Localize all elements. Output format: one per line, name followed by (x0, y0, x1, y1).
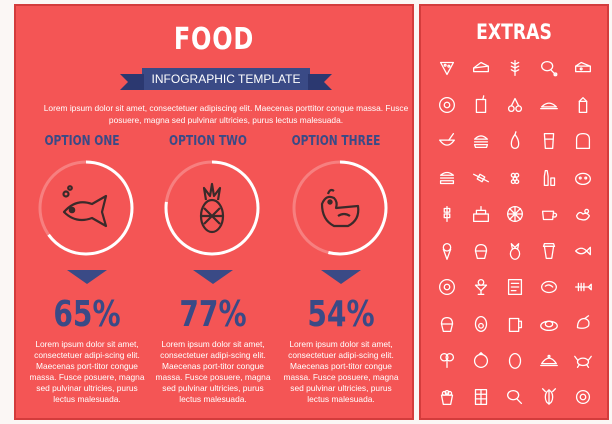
lobster-icon (535, 379, 563, 416)
pig-icon (569, 160, 597, 197)
cheese-icon (569, 50, 597, 87)
panel-divider (415, 4, 419, 420)
crab-icon (569, 342, 597, 379)
milk-carton-icon (569, 87, 597, 124)
extras-panel: EXTRAS (419, 4, 609, 420)
pizza-slice-icon (433, 50, 461, 87)
progress-ring (292, 160, 388, 256)
option-label: OPTION THREE (291, 134, 381, 149)
main-panel: FOOD INFOGRAPHIC TEMPLATE Lorem ipsum do… (14, 4, 414, 420)
percent-value: 77% (179, 294, 247, 335)
cake-slice-icon (467, 50, 495, 87)
fish-icon (569, 233, 597, 270)
option-two: OPTION TWO 77% Lorem ipsum dolor sit ame… (148, 134, 271, 404)
option-description: Lorem ipsum dolor sit amet, consectetuer… (283, 339, 399, 404)
percent-value: 65% (53, 294, 121, 335)
cherries-icon (501, 87, 529, 124)
donut-icon (433, 269, 461, 306)
popcorn-icon (433, 379, 461, 416)
pointer-triangle (193, 270, 233, 284)
broccoli-icon (433, 342, 461, 379)
option-description: Lorem ipsum dolor sit amet, consectetuer… (29, 339, 145, 404)
sandwich-icon (433, 160, 461, 197)
extras-title: EXTRAS (476, 20, 552, 44)
avocado-icon (467, 306, 495, 343)
option-three: OPTION THREE 54% Lorem ipsum dolor sit a… (276, 134, 399, 404)
menu-card-icon (501, 269, 529, 306)
orange-slice-icon (501, 196, 529, 233)
drumstick-icon (535, 50, 563, 87)
bottles-icon (535, 160, 563, 197)
takeaway-cup-icon (535, 233, 563, 270)
pineapple-icon (501, 233, 529, 270)
muffin-icon (433, 306, 461, 343)
chicken-icon (320, 188, 360, 228)
pointer-triangle (67, 270, 107, 284)
roast-chicken-icon (535, 87, 563, 124)
option-description: Lorem ipsum dolor sit amet, consectetuer… (155, 339, 271, 404)
chocolate-bar-icon (467, 379, 495, 416)
percent-value: 54% (307, 294, 375, 335)
coffee-cup-icon (535, 196, 563, 233)
soup-bowl-icon (433, 123, 461, 160)
duck-icon (569, 196, 597, 233)
skewer-icon (433, 196, 461, 233)
page-title: FOOD (173, 22, 255, 57)
juice-box-icon (467, 87, 495, 124)
progress-ring (38, 160, 134, 256)
sushi-icon (569, 379, 597, 416)
glass-icon (535, 123, 563, 160)
burger-icon (467, 123, 495, 160)
shrimp-icon (569, 306, 597, 343)
intro-text: Lorem ipsum dolor sit amet, consectetuer… (43, 103, 409, 125)
pear-icon (501, 123, 529, 160)
fried-egg-icon (433, 87, 461, 124)
progress-ring (164, 160, 260, 256)
egg-icon (501, 342, 529, 379)
cupcake-icon (467, 233, 495, 270)
bread-icon (569, 123, 597, 160)
beer-mug-icon (501, 306, 529, 343)
extras-icon-grid (433, 50, 597, 415)
meat-dish-icon (535, 306, 563, 343)
fish-icon (62, 185, 108, 228)
steak-icon (535, 269, 563, 306)
wheat-icon (501, 50, 529, 87)
chicken-leg-icon (501, 379, 529, 416)
option-label: OPTION ONE (44, 134, 120, 149)
pineapple-icon (199, 182, 225, 234)
birthday-cake-icon (467, 196, 495, 233)
sundae-icon (467, 269, 495, 306)
option-one: OPTION ONE 65% Lorem ipsum dolor sit ame… (22, 134, 145, 404)
fish-skeleton-icon (569, 269, 597, 306)
grapes-icon (501, 160, 529, 197)
candy-icon (467, 160, 495, 197)
subtitle-ribbon: INFOGRAPHIC TEMPLATE (120, 68, 332, 90)
tomato-icon (467, 342, 495, 379)
pointer-triangle (321, 270, 361, 284)
ice-cream-icon (433, 233, 461, 270)
cloche-icon (535, 342, 563, 379)
option-label: OPTION TWO (169, 134, 247, 149)
